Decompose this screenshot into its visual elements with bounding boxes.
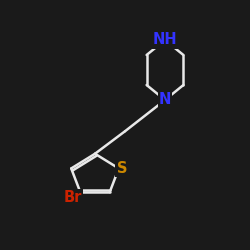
Text: NH: NH (153, 32, 177, 48)
Text: Br: Br (64, 190, 82, 205)
Text: N: N (159, 92, 171, 108)
Text: S: S (116, 161, 127, 176)
